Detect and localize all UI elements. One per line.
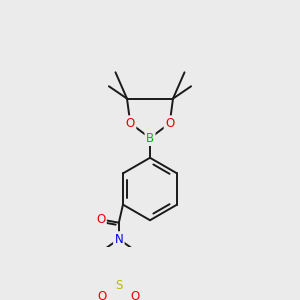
Text: S: S (115, 279, 122, 292)
Text: O: O (165, 117, 174, 130)
Text: O: O (98, 290, 107, 300)
Text: N: N (115, 232, 123, 246)
Text: O: O (96, 213, 105, 226)
Text: O: O (126, 117, 135, 130)
Text: O: O (131, 290, 140, 300)
Text: B: B (146, 132, 154, 145)
